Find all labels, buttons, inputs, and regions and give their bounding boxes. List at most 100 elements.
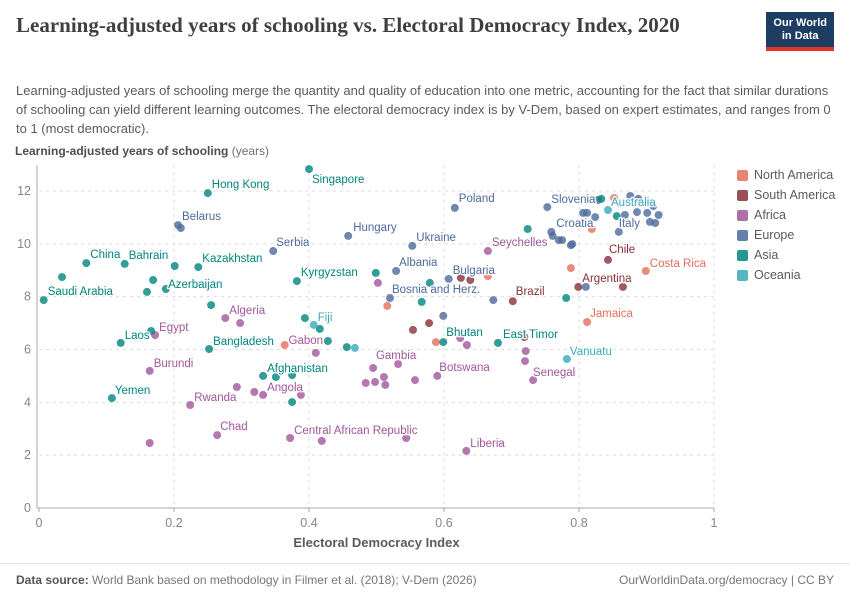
data-point-bulgaria[interactable]	[444, 275, 453, 283]
data-point-botswana[interactable]	[433, 371, 442, 380]
data-point-ukraine[interactable]	[408, 241, 417, 250]
data-point-angola[interactable]	[259, 390, 268, 399]
data-point-serbia[interactable]	[269, 247, 278, 255]
data-point[interactable]	[250, 388, 259, 396]
data-point[interactable]	[523, 225, 532, 233]
data-point-brazil[interactable]	[508, 297, 517, 306]
data-point[interactable]	[170, 262, 179, 270]
data-point[interactable]	[591, 213, 600, 222]
data-point-burundi[interactable]	[145, 366, 154, 375]
data-point[interactable]	[425, 319, 434, 328]
data-point[interactable]	[620, 211, 629, 219]
data-point[interactable]	[323, 337, 332, 345]
data-point[interactable]	[654, 211, 663, 219]
data-point[interactable]	[597, 194, 606, 203]
data-point-kazakhstan[interactable]	[194, 263, 203, 272]
data-point[interactable]	[381, 380, 390, 389]
data-point[interactable]	[207, 301, 216, 310]
data-point-seychelles[interactable]	[483, 247, 492, 255]
data-point[interactable]	[431, 338, 440, 347]
data-point[interactable]	[566, 264, 575, 273]
data-point[interactable]	[651, 219, 660, 227]
data-point-laos[interactable]	[116, 338, 125, 347]
data-point[interactable]	[342, 343, 351, 352]
data-point[interactable]	[417, 297, 426, 306]
legend-item-north-america[interactable]: North America	[737, 168, 835, 182]
data-point[interactable]	[626, 192, 635, 200]
data-point-kyrgyzstan[interactable]	[292, 277, 301, 286]
data-point-east-timor[interactable]	[494, 338, 502, 347]
data-point-afghanistan[interactable]	[259, 371, 268, 380]
data-point-saudi-arabia[interactable]	[39, 296, 48, 305]
data-point[interactable]	[439, 311, 448, 320]
data-point[interactable]	[161, 285, 170, 293]
data-point[interactable]	[373, 278, 382, 287]
data-point-bahrain[interactable]	[120, 259, 129, 268]
data-point-yemen[interactable]	[107, 394, 116, 403]
data-point-liberia[interactable]	[462, 446, 471, 455]
data-point-fiji[interactable]	[309, 320, 318, 329]
data-point[interactable]	[371, 268, 380, 277]
data-point-gambia[interactable]	[394, 360, 403, 368]
data-point-azerbaijan[interactable]	[149, 276, 158, 284]
data-point[interactable]	[271, 373, 280, 381]
data-point[interactable]	[369, 364, 378, 372]
data-point[interactable]	[618, 282, 627, 291]
data-point[interactable]	[587, 225, 596, 233]
legend-item-oceania[interactable]: Oceania	[737, 268, 835, 282]
data-point[interactable]	[633, 208, 641, 217]
data-point[interactable]	[296, 390, 305, 399]
data-point[interactable]	[371, 378, 380, 386]
data-point-hungary[interactable]	[344, 231, 353, 240]
data-point[interactable]	[315, 324, 324, 333]
data-point[interactable]	[383, 301, 392, 310]
data-point[interactable]	[280, 341, 289, 349]
legend-item-south-america[interactable]: South America	[737, 188, 835, 202]
data-point[interactable]	[483, 272, 492, 281]
legend-item-africa[interactable]: Africa	[737, 208, 835, 222]
data-point-algeria[interactable]	[221, 314, 230, 323]
data-point[interactable]	[317, 436, 326, 445]
data-point[interactable]	[521, 347, 530, 356]
data-point[interactable]	[379, 373, 388, 381]
data-point-gabon[interactable]	[311, 348, 320, 357]
data-point[interactable]	[288, 398, 297, 407]
data-point-albania[interactable]	[392, 267, 401, 275]
data-point[interactable]	[58, 273, 66, 282]
data-point-singapore[interactable]	[305, 165, 313, 174]
data-point[interactable]	[562, 294, 571, 302]
data-point[interactable]	[288, 371, 297, 380]
footer-link[interactable]: OurWorldinData.org/democracy | CC BY	[619, 573, 834, 587]
data-point-chad[interactable]	[213, 431, 222, 440]
data-point[interactable]	[145, 439, 154, 447]
data-point[interactable]	[583, 208, 592, 217]
data-point[interactable]	[643, 208, 652, 217]
data-point[interactable]	[558, 236, 567, 245]
data-point-jamaica[interactable]	[583, 318, 592, 326]
data-point-argentina[interactable]	[574, 282, 583, 291]
data-point[interactable]	[581, 282, 590, 291]
legend-item-asia[interactable]: Asia	[737, 248, 835, 262]
data-point[interactable]	[350, 343, 359, 352]
data-point[interactable]	[456, 273, 465, 282]
data-point[interactable]	[411, 376, 419, 385]
data-point-costa-rica[interactable]	[641, 267, 650, 275]
data-point[interactable]	[634, 194, 643, 203]
legend-item-europe[interactable]: Europe	[737, 228, 835, 242]
data-point[interactable]	[529, 376, 538, 385]
data-point[interactable]	[402, 434, 411, 442]
data-point-bhutan[interactable]	[439, 338, 448, 347]
data-point-poland[interactable]	[450, 203, 459, 212]
data-point[interactable]	[232, 383, 241, 391]
data-point-vanuatu[interactable]	[562, 355, 571, 363]
data-point-italy[interactable]	[614, 227, 623, 236]
data-point[interactable]	[176, 224, 185, 232]
data-point[interactable]	[520, 333, 529, 342]
data-point[interactable]	[300, 314, 309, 323]
data-point[interactable]	[361, 379, 370, 387]
data-point-chile[interactable]	[604, 255, 612, 264]
data-point[interactable]	[489, 296, 498, 305]
data-point-bangladesh[interactable]	[205, 345, 214, 353]
data-point-australia[interactable]	[604, 206, 612, 214]
data-point-senegal[interactable]	[521, 357, 529, 366]
